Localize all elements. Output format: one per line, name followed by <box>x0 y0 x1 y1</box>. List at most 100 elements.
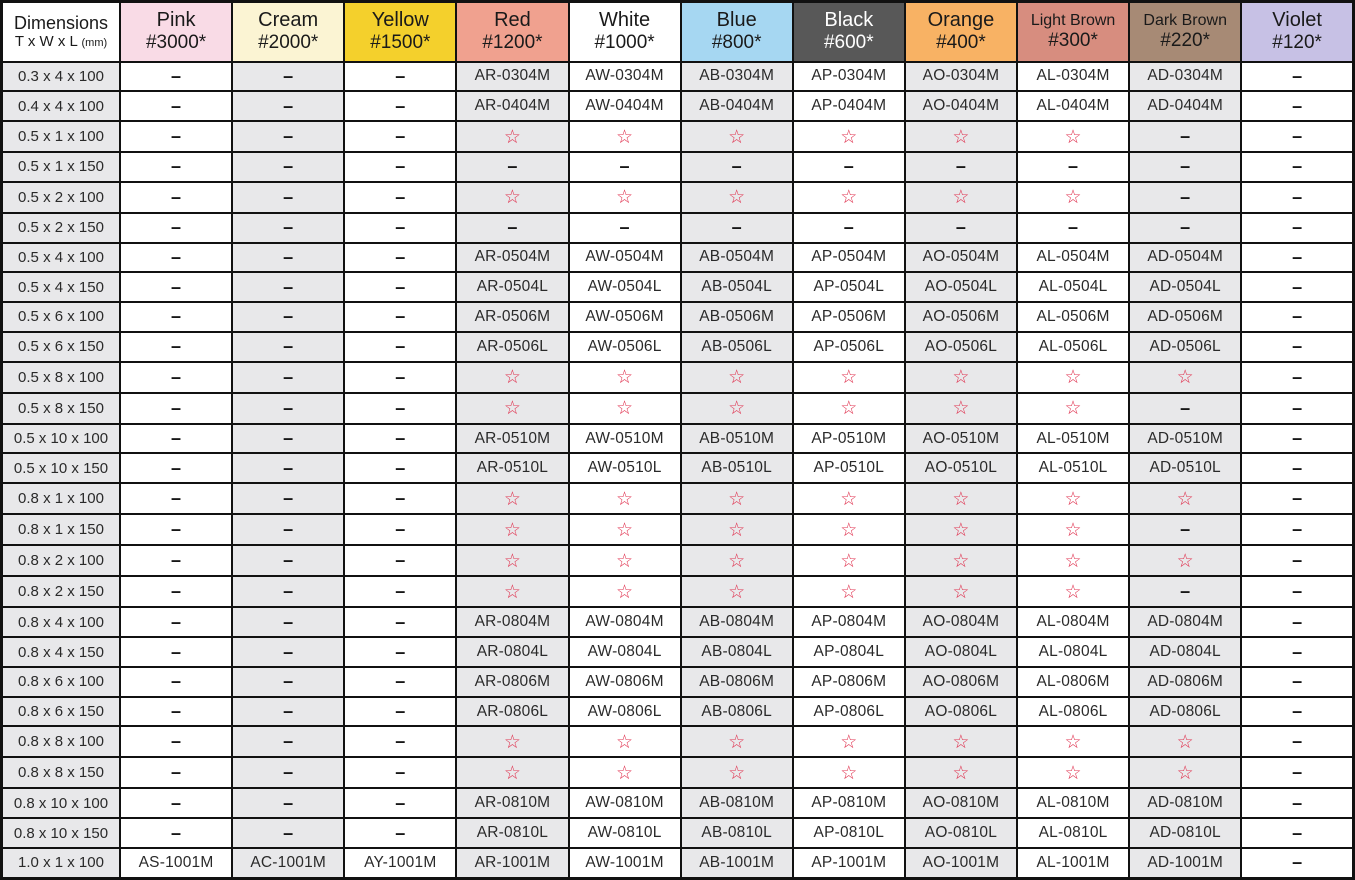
not-available-dash-cell: – <box>343 180 458 214</box>
product-code-cell: AB-0806L <box>679 695 794 728</box>
table-row: 0.5 x 4 x 100– – – AR-0504M AW-0504M AB-0504M… <box>0 241 1355 274</box>
column-color-name: Yellow <box>371 9 429 32</box>
product-code-cell: AP-0304M <box>791 60 906 93</box>
not-available-dash-cell: – <box>343 119 458 154</box>
table-row: 0.8 x 1 x 150– – – ☆ ☆ ☆ ☆ ☆ ☆ – – <box>0 513 1355 547</box>
product-code-cell: AR-0304M <box>455 60 570 93</box>
column-grit-number: #1500* <box>370 32 431 54</box>
table-row: 0.8 x 6 x 150– – – AR-0806L AW-0806L AB-0806L… <box>0 695 1355 728</box>
product-code-cell: AD-0506L <box>1128 330 1243 363</box>
row-dimension-label: 0.5 x 6 x 150 <box>0 330 121 363</box>
row-dimension-label: 0.5 x 10 x 100 <box>0 422 121 455</box>
table-body: 0.3 x 4 x 100– – – AR-0304M AW-0304M AB-0304M… <box>0 60 1355 880</box>
column-header-blue: Blue #800* <box>679 0 794 63</box>
product-code-cell: AL-0804L <box>1015 636 1131 668</box>
product-code-cell: AB-0504L <box>679 271 794 304</box>
product-code-cell: AB-0506L <box>679 330 794 363</box>
product-code-cell: AW-1001M <box>567 846 682 880</box>
column-header-red: Red #1200* <box>455 0 570 63</box>
not-available-dash-cell: – <box>118 756 234 790</box>
product-code-cell: AD-0504L <box>1128 271 1243 304</box>
not-available-dash-cell: – <box>343 544 458 578</box>
not-available-dash-cell: – <box>1015 211 1131 244</box>
table-row: 0.8 x 8 x 150– – – ☆ ☆ ☆ ☆ ☆ ☆ ☆ – <box>0 756 1355 790</box>
star-marker-cell: ☆ <box>1128 756 1243 790</box>
not-available-dash-cell: – <box>231 422 346 455</box>
product-code-cell: AB-0810M <box>679 787 794 820</box>
product-code-cell: AL-0510L <box>1015 452 1131 485</box>
product-code-cell: AL-1001M <box>1015 846 1131 880</box>
table-row: 0.5 x 2 x 150– – – – – – – – – – – <box>0 211 1355 244</box>
row-dimension-label: 0.5 x 4 x 150 <box>0 271 121 304</box>
not-available-dash-cell: – <box>343 360 458 394</box>
product-code-cell: AW-0510L <box>567 452 682 485</box>
not-available-dash-cell: – <box>343 695 458 728</box>
product-code-cell: AO-0806M <box>903 665 1019 698</box>
product-code-cell: AD-0510L <box>1128 452 1243 485</box>
table-header: Dimensions T x W x L (mm) Pink #3000* Crea… <box>0 0 1355 63</box>
product-code-cell: AR-0504L <box>455 271 570 304</box>
product-code-cell: AP-0510L <box>791 452 906 485</box>
star-marker-cell: ☆ <box>567 119 682 154</box>
star-marker-cell: ☆ <box>1015 513 1131 547</box>
table-row: 0.8 x 4 x 150– – – AR-0804L AW-0804L AB-0804L… <box>0 636 1355 668</box>
star-marker-cell: ☆ <box>679 725 794 759</box>
not-available-dash-cell: – <box>118 695 234 728</box>
not-available-dash-cell: – <box>1240 575 1355 609</box>
star-marker-cell: ☆ <box>903 725 1019 759</box>
star-marker-cell: ☆ <box>455 391 570 425</box>
row-dimension-label: 0.8 x 2 x 100 <box>0 544 121 578</box>
not-available-dash-cell: – <box>679 211 794 244</box>
table-row: 0.3 x 4 x 100– – – AR-0304M AW-0304M AB-0304M… <box>0 60 1355 93</box>
star-marker-cell: ☆ <box>679 482 794 516</box>
star-marker-cell: ☆ <box>455 119 570 154</box>
product-code-cell: AW-0404M <box>567 90 682 122</box>
row-dimension-label: 0.5 x 8 x 100 <box>0 360 121 394</box>
not-available-dash-cell: – <box>1128 211 1243 244</box>
row-dimension-label: 0.3 x 4 x 100 <box>0 60 121 93</box>
star-marker-cell: ☆ <box>1015 360 1131 394</box>
not-available-dash-cell: – <box>118 241 234 274</box>
not-available-dash-cell: – <box>231 636 346 668</box>
star-marker-cell: ☆ <box>567 756 682 790</box>
not-available-dash-cell: – <box>1240 90 1355 122</box>
not-available-dash-cell: – <box>343 482 458 516</box>
star-marker-cell: ☆ <box>679 391 794 425</box>
star-marker-cell: ☆ <box>903 544 1019 578</box>
row-dimension-label: 0.8 x 4 x 150 <box>0 636 121 668</box>
product-code-cell: AD-1001M <box>1128 846 1243 880</box>
not-available-dash-cell: – <box>679 151 794 183</box>
row-dimension-label: 0.4 x 4 x 100 <box>0 90 121 122</box>
not-available-dash-cell: – <box>118 482 234 516</box>
product-code-cell: AD-0806M <box>1128 665 1243 698</box>
product-code-cell: AR-0404M <box>455 90 570 122</box>
table-row: 0.5 x 10 x 150– – – AR-0510L AW-0510L AB-0510… <box>0 452 1355 485</box>
not-available-dash-cell: – <box>1240 513 1355 547</box>
star-marker-cell: ☆ <box>903 119 1019 154</box>
not-available-dash-cell: – <box>1240 422 1355 455</box>
column-header-violet: Violet #120* <box>1240 0 1355 63</box>
not-available-dash-cell: – <box>118 211 234 244</box>
star-marker-cell: ☆ <box>679 360 794 394</box>
product-code-cell: AO-0810M <box>903 787 1019 820</box>
star-marker-cell: ☆ <box>791 544 906 578</box>
row-dimension-label: 0.5 x 2 x 150 <box>0 211 121 244</box>
product-code-cell: AP-0510M <box>791 422 906 455</box>
product-code-cell: AP-0804L <box>791 636 906 668</box>
product-code-cell: AR-0506L <box>455 330 570 363</box>
not-available-dash-cell: – <box>1128 180 1243 214</box>
not-available-dash-cell: – <box>1240 725 1355 759</box>
not-available-dash-cell: – <box>343 211 458 244</box>
table-row: 0.5 x 1 x 100– – – ☆ ☆ ☆ ☆ ☆ ☆ – – <box>0 119 1355 154</box>
star-marker-cell: ☆ <box>903 360 1019 394</box>
dimensions-formula: T x W x L <box>14 33 78 51</box>
not-available-dash-cell: – <box>343 452 458 485</box>
not-available-dash-cell: – <box>231 391 346 425</box>
not-available-dash-cell: – <box>1240 301 1355 333</box>
not-available-dash-cell: – <box>231 725 346 759</box>
product-code-cell: AB-0506M <box>679 301 794 333</box>
not-available-dash-cell: – <box>231 575 346 609</box>
product-code-cell: AL-0504L <box>1015 271 1131 304</box>
product-code-cell: AW-0504M <box>567 241 682 274</box>
